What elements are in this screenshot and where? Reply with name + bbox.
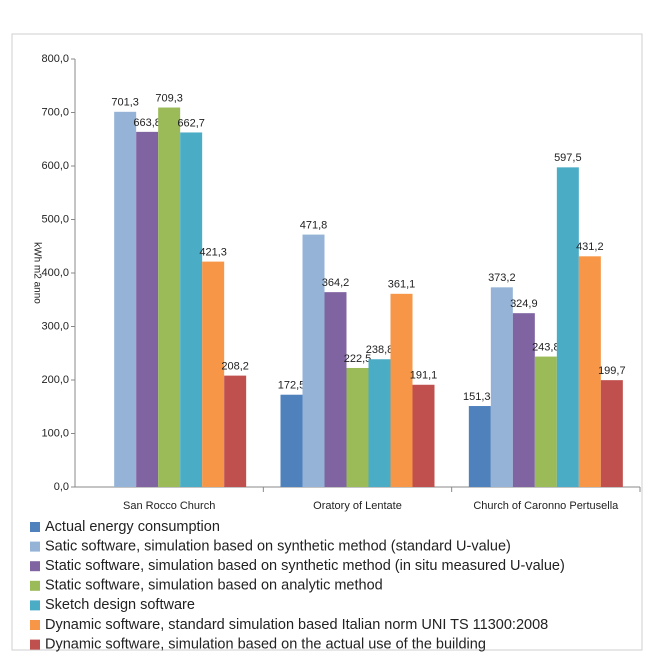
y-axis-label: kWh m2 anno xyxy=(31,242,42,304)
value-label: 663,8 xyxy=(133,117,161,129)
y-tick-label: 400,0 xyxy=(41,267,69,279)
bar xyxy=(390,293,413,487)
y-tick-label: 300,0 xyxy=(41,320,69,332)
value-label: 208,2 xyxy=(221,361,249,373)
bar xyxy=(158,107,181,487)
y-tick-label: 800,0 xyxy=(41,53,69,65)
x-tick-label: San Rocco Church xyxy=(123,500,215,512)
value-label: 151,34 xyxy=(463,391,497,403)
value-label: 709,3 xyxy=(155,92,183,104)
legend-swatch xyxy=(30,620,40,630)
value-label: 373,2 xyxy=(488,272,516,284)
bar xyxy=(136,131,159,487)
y-tick-label: 500,0 xyxy=(41,213,69,225)
y-tick-label: 600,0 xyxy=(41,160,69,172)
bar xyxy=(202,261,225,487)
bar xyxy=(412,384,435,487)
bar xyxy=(600,380,623,487)
bar xyxy=(534,356,557,487)
bar xyxy=(302,234,325,487)
bar xyxy=(578,256,601,487)
legend-swatch xyxy=(30,522,40,532)
bar xyxy=(180,132,203,487)
legend-label: Static software, simulation based on syn… xyxy=(45,558,565,574)
value-label: 471,8 xyxy=(300,219,328,231)
value-label: 431,2 xyxy=(576,241,604,253)
x-tick-label: Oratory of Lentate xyxy=(313,500,402,512)
value-label: 191,1 xyxy=(410,370,438,382)
bar xyxy=(512,313,535,487)
legend-label: Dynamic software, simulation based on th… xyxy=(45,636,486,652)
bar xyxy=(346,367,369,487)
y-tick-label: 0,0 xyxy=(54,481,69,493)
value-label: 597,5 xyxy=(554,152,582,164)
legend-swatch xyxy=(30,580,40,591)
legend-label: Actual energy consumption xyxy=(45,519,220,535)
legend-swatch xyxy=(30,639,40,650)
bar xyxy=(368,359,391,487)
legend-swatch xyxy=(30,600,40,611)
y-tick-label: 700,0 xyxy=(41,106,69,118)
value-label: 243,8 xyxy=(532,341,560,353)
bar xyxy=(468,406,491,487)
value-label: 364,2 xyxy=(322,277,350,289)
legend-label: Satic software, simulation based on synt… xyxy=(45,538,511,554)
legend-swatch xyxy=(30,541,40,552)
value-label: 222,5 xyxy=(344,353,372,365)
y-tick-label: 100,0 xyxy=(41,427,69,439)
value-label: 662,7 xyxy=(177,117,205,129)
value-label: 238,8 xyxy=(366,344,394,356)
legend-swatch xyxy=(30,561,40,572)
legend-label: Dynamic software, standard simulation ba… xyxy=(45,617,548,633)
bar xyxy=(324,292,347,487)
y-tick-label: 200,0 xyxy=(41,374,69,386)
bar xyxy=(280,394,303,487)
bar xyxy=(556,167,579,487)
value-label: 421,3 xyxy=(199,247,227,259)
legend-label: Sketch design software xyxy=(45,597,195,613)
value-label: 324,9 xyxy=(510,298,538,310)
value-label: 199,7 xyxy=(598,365,626,377)
bar xyxy=(224,375,247,487)
bar xyxy=(490,287,513,487)
value-label: 701,3 xyxy=(111,97,139,109)
legend-label: Static software, simulation based on ana… xyxy=(45,578,383,594)
bar xyxy=(114,111,137,487)
value-label: 172,5 xyxy=(278,380,306,392)
chart-frame xyxy=(11,33,643,651)
x-tick-label: Church of Caronno Pertusella xyxy=(473,500,619,512)
value-label: 361,1 xyxy=(388,279,416,291)
